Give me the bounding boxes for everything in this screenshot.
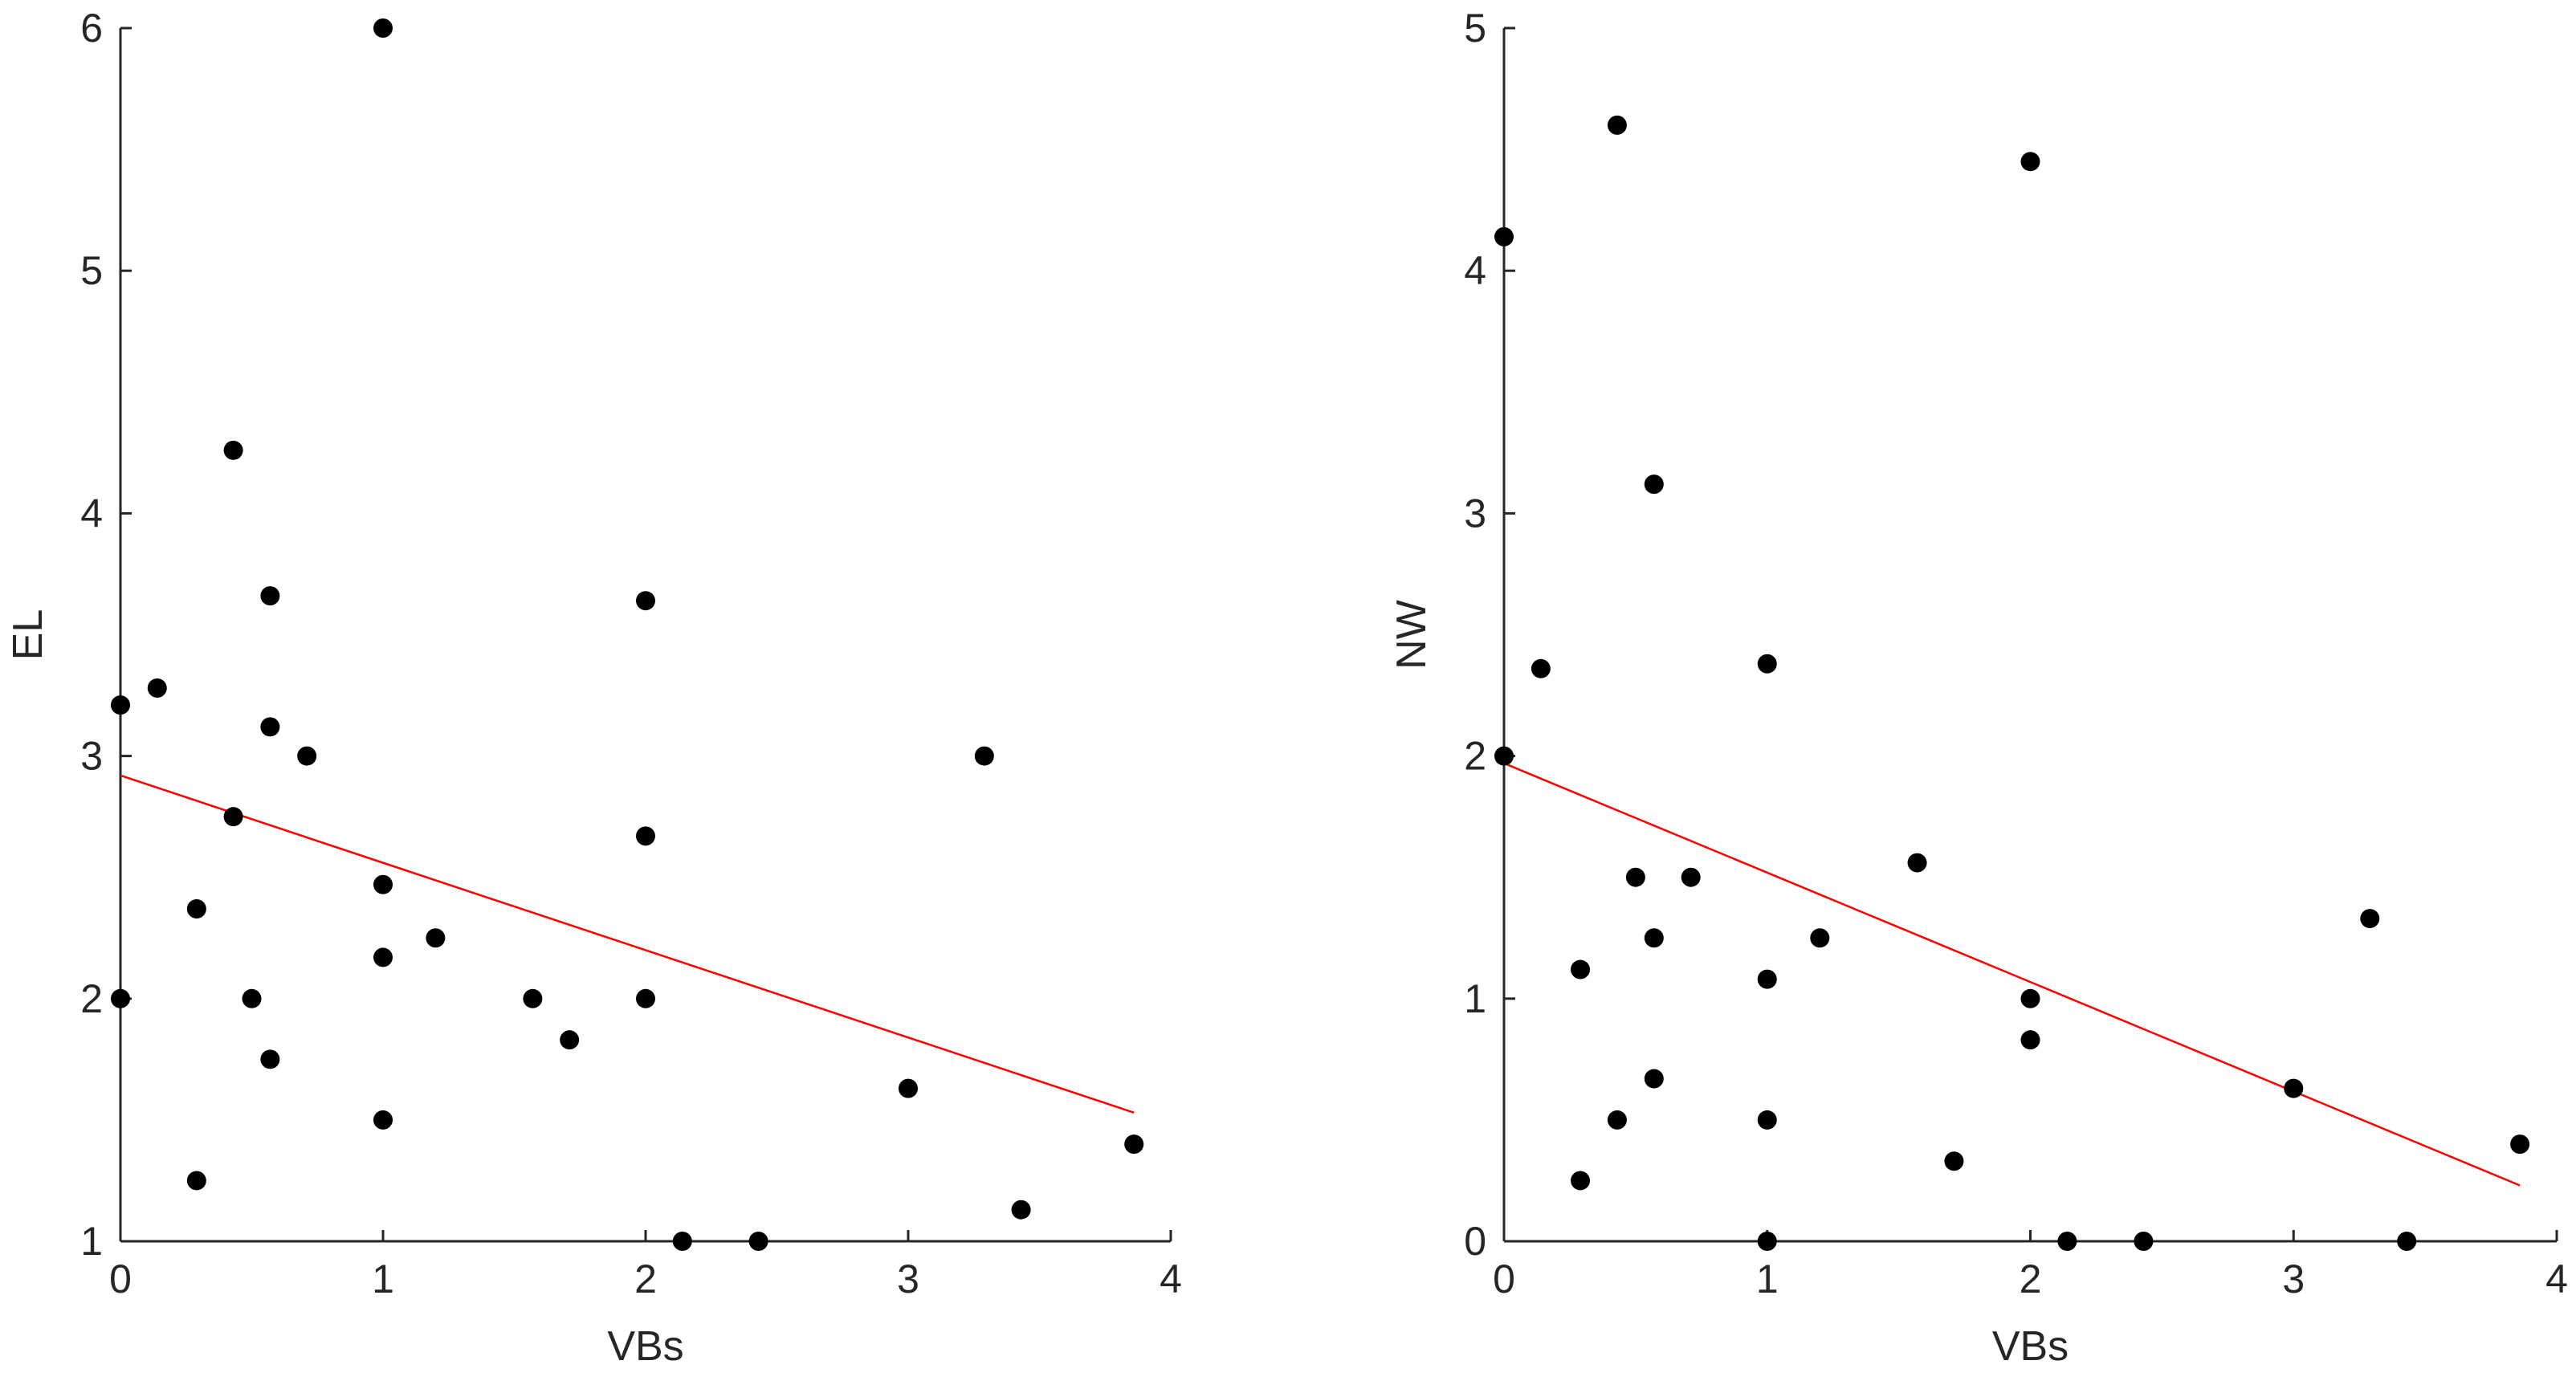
y-tick-label: 5: [1464, 6, 1486, 51]
data-point: [2360, 909, 2380, 929]
data-point: [111, 695, 130, 715]
data-point: [1757, 654, 1777, 674]
data-point: [223, 440, 243, 460]
data-point: [974, 746, 994, 766]
y-tick-label: 2: [80, 976, 103, 1021]
data-point: [1644, 475, 1664, 495]
data-point: [373, 947, 393, 967]
data-point: [1757, 969, 1777, 989]
x-axis-label: VBs: [607, 1323, 683, 1370]
x-tick-label: 0: [109, 1257, 132, 1301]
x-tick-label: 4: [2545, 1257, 2568, 1301]
data-point: [2134, 1232, 2154, 1251]
data-point: [1757, 1110, 1777, 1130]
x-tick-label: 1: [372, 1257, 394, 1301]
x-tick-label: 4: [1160, 1257, 1182, 1301]
data-point: [147, 678, 167, 698]
data-point: [1124, 1134, 1144, 1155]
y-axis-label: EL: [5, 609, 51, 661]
data-point: [260, 586, 280, 606]
data-point: [1681, 867, 1701, 887]
y-tick-label: 5: [80, 248, 103, 293]
data-point: [1644, 1069, 1664, 1089]
chart-panel-nw: 0 1 2 3 4 0 1 2 3 4 5 VBs NW: [1388, 6, 2568, 1370]
data-point: [1494, 746, 1514, 766]
data-point: [636, 988, 655, 1008]
x-tick-label: 0: [1493, 1257, 1515, 1301]
data-point: [1944, 1151, 1964, 1171]
y-tick-label: 3: [1464, 491, 1486, 536]
regression-line: [120, 774, 1135, 1114]
y-tick-label: 1: [1464, 976, 1486, 1021]
data-point: [426, 928, 446, 948]
data-point: [242, 988, 262, 1008]
y-tick-label: 1: [80, 1219, 103, 1264]
regression-line: [1503, 762, 2521, 1187]
data-point: [2284, 1078, 2304, 1098]
data-point: [748, 1232, 768, 1251]
data-point: [186, 898, 206, 918]
data-point: [2057, 1232, 2077, 1251]
data-point: [260, 1049, 280, 1069]
data-point: [2020, 988, 2040, 1008]
data-point: [186, 1171, 206, 1191]
data-point: [523, 988, 543, 1008]
data-point: [1625, 867, 1645, 887]
data-point: [373, 874, 393, 894]
x-tick-label: 3: [2282, 1257, 2305, 1301]
data-point: [1757, 1232, 1777, 1251]
y-tick-label: 4: [80, 491, 103, 536]
x-tick-label: 2: [634, 1257, 657, 1301]
data-point: [2510, 1134, 2530, 1155]
data-point: [2020, 1030, 2040, 1050]
data-point: [1644, 928, 1664, 948]
x-axis-label: VBs: [1992, 1323, 2069, 1370]
data-point: [1494, 226, 1514, 246]
y-tick-label: 4: [1464, 248, 1486, 293]
y-tick-label: 3: [80, 734, 103, 779]
data-point: [373, 18, 393, 38]
y-axis-label: NW: [1388, 600, 1435, 670]
data-point: [111, 988, 130, 1008]
x-tick-label: 1: [1756, 1257, 1779, 1301]
x-tick-label: 2: [2020, 1257, 2042, 1301]
data-point: [1607, 115, 1627, 135]
data-point: [260, 717, 280, 737]
data-point: [1531, 658, 1551, 678]
data-point: [1011, 1200, 1031, 1220]
y-tick-label: 6: [80, 6, 103, 51]
data-point: [1907, 853, 1927, 873]
x-tick-label: 3: [897, 1257, 919, 1301]
y-tick-label: 0: [1464, 1219, 1486, 1264]
data-point: [672, 1232, 692, 1251]
data-point: [223, 807, 243, 827]
y-tick-label: 2: [1464, 734, 1486, 779]
data-point: [2020, 152, 2040, 172]
data-point: [899, 1078, 918, 1098]
data-point: [1607, 1110, 1627, 1130]
data-point: [636, 826, 655, 846]
data-point: [636, 591, 655, 611]
data-point: [1571, 1171, 1591, 1191]
data-point: [297, 746, 317, 766]
data-point: [373, 1110, 393, 1130]
data-point: [2397, 1232, 2417, 1251]
data-point: [1810, 928, 1830, 948]
data-point: [1571, 959, 1591, 980]
data-point: [560, 1030, 580, 1050]
